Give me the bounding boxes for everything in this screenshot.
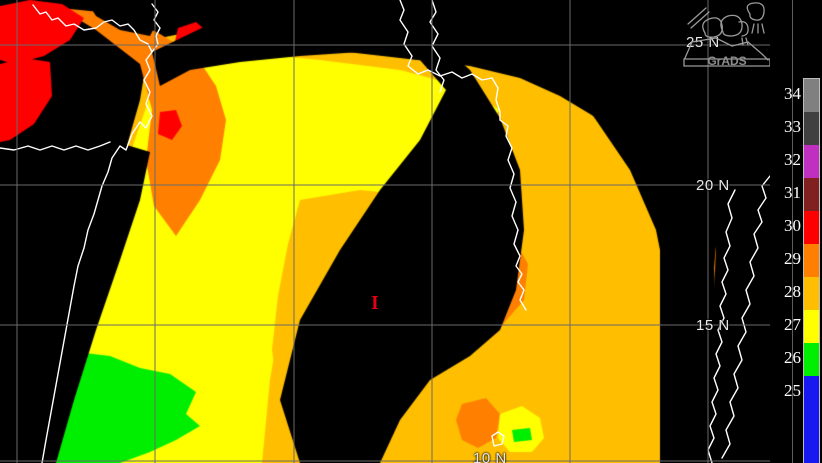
- grads-logo: GrADS: [683, 2, 770, 68]
- colorbar-divider: [792, 0, 793, 463]
- colorbar-band: [804, 277, 819, 310]
- colorbar-band: [804, 211, 819, 244]
- coastline-overlay: [0, 0, 770, 463]
- colorbar-band: [804, 376, 819, 463]
- colorbar-strip[interactable]: [803, 78, 820, 463]
- colorbar-tick: 29: [784, 249, 801, 268]
- grads-logo-text: GrADS: [707, 54, 746, 68]
- colorbar-band: [804, 79, 819, 112]
- colorbar-tick: 32: [784, 150, 801, 169]
- lat-label-10n: 10 N: [473, 450, 507, 463]
- sst-heatmap-canvas: [0, 0, 770, 463]
- colorbar-tick: 34: [784, 84, 801, 103]
- colorbar-band: [804, 244, 819, 277]
- colorbar-band: [804, 343, 819, 376]
- lat-label-20n: 20 N: [696, 177, 730, 194]
- location-marker-icon[interactable]: I: [371, 292, 379, 314]
- colorbar-tick: 27: [784, 315, 801, 334]
- colorbar-panel: 34 33 32 31 30 29 28 27 26 25: [770, 0, 822, 463]
- colorbar-tick: 31: [784, 183, 801, 202]
- colorbar-band: [804, 112, 819, 145]
- colorbar-tick: 28: [784, 282, 801, 301]
- colorbar-tick: 26: [784, 348, 801, 367]
- colorbar-band: [804, 178, 819, 211]
- lat-label-15n: 15 N: [696, 317, 730, 334]
- colorbar-tick: 30: [784, 216, 801, 235]
- colorbar-band: [804, 145, 819, 178]
- colorbar-tick: 25: [784, 381, 801, 400]
- gridline-overlay: [0, 0, 770, 463]
- colorbar-tick: 33: [784, 117, 801, 136]
- colorbar-band: [804, 310, 819, 343]
- sst-map-panel[interactable]: 25 N 20 N 15 N 10 N I GrADS: [0, 0, 770, 463]
